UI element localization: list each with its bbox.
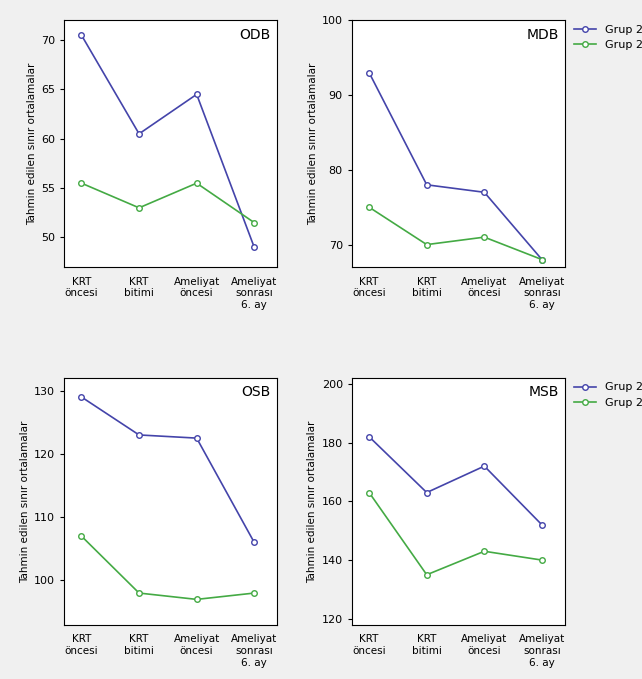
Y-axis label: Tahmin edilen sınır ortalamalar: Tahmin edilen sınır ortalamalar bbox=[308, 62, 318, 225]
Y-axis label: Tahmin edilen sınır ortalamalar: Tahmin edilen sınır ortalamalar bbox=[308, 420, 318, 583]
Text: MSB: MSB bbox=[528, 386, 559, 399]
Legend: Grup 2a, Grup 2b: Grup 2a, Grup 2b bbox=[569, 378, 642, 412]
Text: OSB: OSB bbox=[241, 386, 271, 399]
Text: ODB: ODB bbox=[239, 28, 271, 42]
Legend: Grup 2a, Grup 2b: Grup 2a, Grup 2b bbox=[569, 20, 642, 55]
Y-axis label: Tahmin edilen sınır ortalamalar: Tahmin edilen sınır ortalamalar bbox=[20, 420, 30, 583]
Text: MDB: MDB bbox=[526, 28, 559, 42]
Y-axis label: Tahmin edilen sınır ortalamalar: Tahmin edilen sınır ortalamalar bbox=[27, 62, 37, 225]
